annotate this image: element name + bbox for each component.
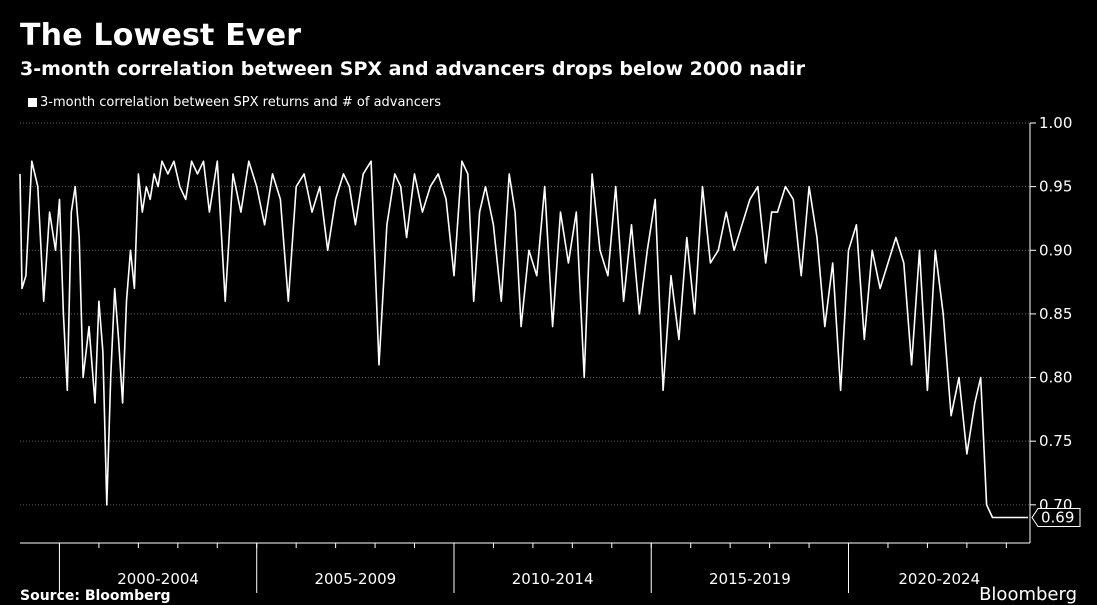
legend-swatch (28, 98, 37, 107)
chart-title: The Lowest Ever (20, 18, 302, 53)
y-tick-label: 0.80 (1039, 369, 1072, 387)
legend: 3-month correlation between SPX returns … (28, 95, 441, 110)
series-line (19, 160, 1028, 519)
x-category-label: 2005-2009 (314, 570, 396, 588)
y-tick-label: 0.75 (1039, 432, 1072, 450)
x-category-label: 2020-2024 (898, 570, 980, 588)
y-tick-label: 0.90 (1039, 241, 1072, 259)
x-category-label: 2015-2019 (709, 570, 791, 588)
bloomberg-logo: Bloomberg (979, 584, 1077, 605)
x-category-label: 2000-2004 (117, 570, 199, 588)
last-value-label: 0.69 (1041, 509, 1074, 527)
chart-subtitle: 3-month correlation between SPX and adva… (20, 58, 805, 80)
y-tick-label: 0.85 (1039, 305, 1072, 323)
legend-label: 3-month correlation between SPX returns … (40, 95, 441, 110)
source-label: Source: Bloomberg (20, 588, 171, 604)
y-tick-label: 1.00 (1039, 114, 1072, 132)
last-value-marker (1031, 508, 1081, 528)
y-tick-label: 0.95 (1039, 178, 1072, 196)
x-category-label: 2010-2014 (512, 570, 594, 588)
